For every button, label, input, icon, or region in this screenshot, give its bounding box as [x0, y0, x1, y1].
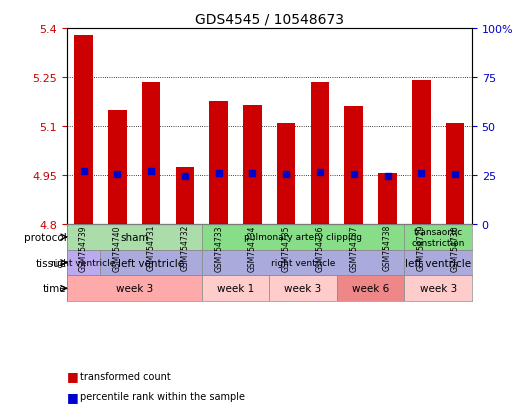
Text: GSM754735: GSM754735: [282, 225, 291, 271]
Bar: [243, 105, 262, 225]
Bar: [337, 276, 404, 301]
Bar: [202, 276, 269, 301]
Bar: [269, 276, 337, 301]
Text: left ventricle: left ventricle: [118, 258, 184, 268]
Bar: [404, 250, 472, 276]
Text: transaortic
constriction: transaortic constriction: [411, 228, 465, 247]
Text: transformed count: transformed count: [80, 371, 170, 381]
Bar: [108, 110, 127, 225]
Text: right ventricle: right ventricle: [271, 259, 336, 268]
Bar: [74, 36, 93, 225]
Bar: [404, 276, 472, 301]
Text: week 3: week 3: [285, 284, 322, 294]
Bar: [175, 167, 194, 225]
Text: ■: ■: [67, 369, 78, 382]
Text: pulmonary artery clipping: pulmonary artery clipping: [244, 233, 362, 242]
Text: left ventricle: left ventricle: [405, 258, 471, 268]
Bar: [67, 276, 202, 301]
Text: sham: sham: [120, 233, 149, 242]
Text: week 6: week 6: [352, 284, 389, 294]
Bar: [209, 102, 228, 225]
Text: tissue: tissue: [35, 258, 67, 268]
Text: right ventricle: right ventricle: [51, 259, 116, 268]
Bar: [67, 225, 202, 250]
Text: week 3: week 3: [115, 284, 153, 294]
Bar: [202, 225, 404, 250]
Text: GSM754738: GSM754738: [383, 225, 392, 271]
Bar: [67, 250, 101, 276]
Text: protocol: protocol: [24, 233, 67, 242]
Bar: [101, 250, 202, 276]
Bar: [446, 123, 464, 225]
Bar: [378, 174, 397, 225]
Bar: [202, 250, 404, 276]
Text: week 1: week 1: [217, 284, 254, 294]
Text: GSM754739: GSM754739: [79, 225, 88, 271]
Text: GSM754734: GSM754734: [248, 225, 257, 271]
Text: percentile rank within the sample: percentile rank within the sample: [80, 392, 245, 401]
Bar: [142, 83, 161, 225]
Text: GSM754736: GSM754736: [315, 225, 325, 271]
Text: GSM754732: GSM754732: [181, 225, 189, 271]
Text: GSM754729: GSM754729: [417, 225, 426, 271]
Text: GSM754731: GSM754731: [147, 225, 155, 271]
Text: GSM754737: GSM754737: [349, 225, 358, 271]
Text: time: time: [43, 284, 67, 294]
Bar: [344, 107, 363, 225]
Text: ■: ■: [67, 390, 78, 403]
Text: GSM754740: GSM754740: [113, 225, 122, 271]
Text: GSM754730: GSM754730: [450, 225, 460, 271]
Text: GSM754733: GSM754733: [214, 225, 223, 271]
Bar: [311, 83, 329, 225]
Title: GDS4545 / 10548673: GDS4545 / 10548673: [195, 12, 344, 26]
Text: week 3: week 3: [420, 284, 457, 294]
Bar: [412, 81, 430, 225]
Bar: [277, 123, 295, 225]
Bar: [404, 225, 472, 250]
